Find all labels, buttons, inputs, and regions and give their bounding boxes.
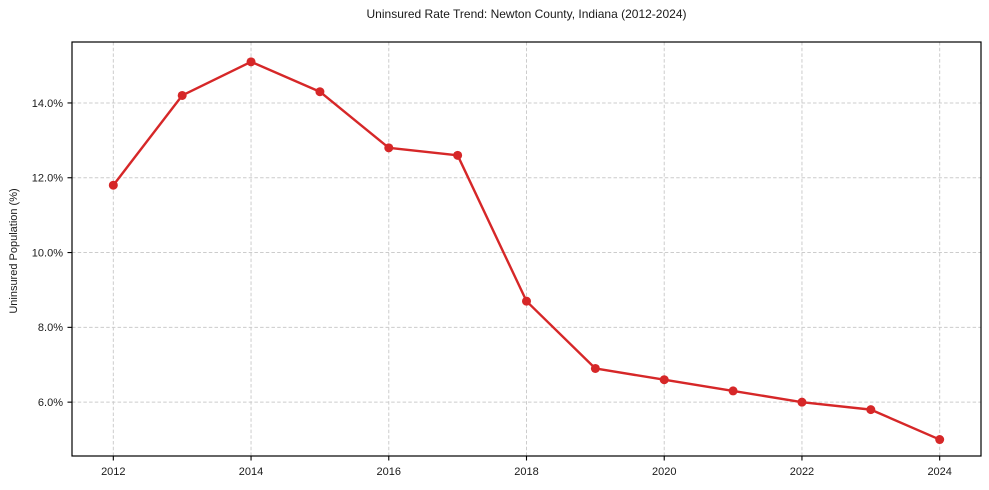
chart-title: Uninsured Rate Trend: Newton County, Ind… <box>366 7 687 21</box>
data-point <box>728 386 738 396</box>
data-point <box>590 363 600 373</box>
data-point <box>177 90 187 100</box>
x-tick-label: 2012 <box>101 466 125 478</box>
data-point <box>384 143 394 153</box>
y-tick-label: 12.0% <box>32 173 63 185</box>
data-point <box>797 397 807 407</box>
y-tick-label: 6.0% <box>38 397 63 409</box>
data-point <box>866 405 876 415</box>
x-tick-label: 2018 <box>514 466 538 478</box>
x-tick-label: 2020 <box>652 466 676 478</box>
data-point <box>935 435 945 445</box>
data-point <box>453 150 463 160</box>
y-tick-label: 8.0% <box>38 322 63 334</box>
data-point <box>315 87 325 97</box>
data-point <box>659 375 669 385</box>
x-tick-label: 2014 <box>239 466 263 478</box>
data-point <box>108 180 118 190</box>
data-point <box>522 296 531 306</box>
data-point <box>246 57 256 67</box>
x-tick-label: 2022 <box>790 466 814 478</box>
y-tick-label: 14.0% <box>32 98 63 110</box>
y-tick-label: 10.0% <box>32 247 63 259</box>
x-tick-label: 2024 <box>927 466 951 478</box>
y-axis-label: Uninsured Population (%) <box>8 188 20 314</box>
x-tick-label: 2016 <box>377 466 401 478</box>
